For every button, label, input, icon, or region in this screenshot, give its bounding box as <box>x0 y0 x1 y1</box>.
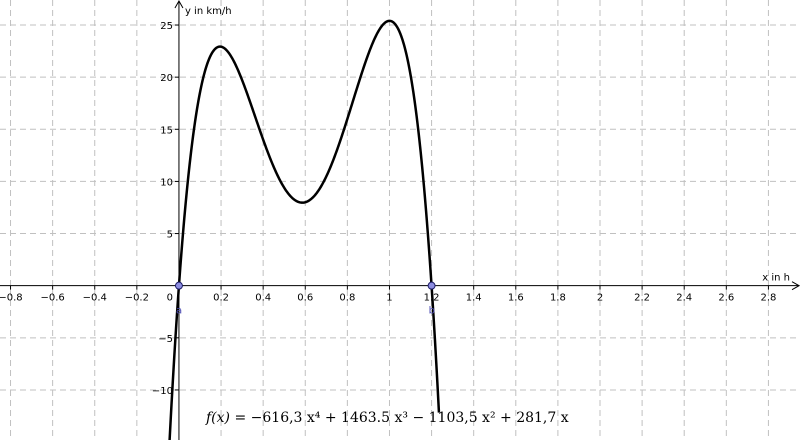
x-tick-label: 0.6 <box>297 293 313 304</box>
x-axis-title: x in h <box>762 273 790 284</box>
x-axis-arrow <box>791 281 800 291</box>
x-tick-label: 1.2 <box>424 293 440 304</box>
point-label-a: a <box>176 306 182 317</box>
x-tick-label: 1 <box>386 293 392 304</box>
y-tick-label: −5 <box>158 334 173 345</box>
x-tick-label: −0.6 <box>40 293 64 304</box>
y-tick-label: 10 <box>160 177 173 188</box>
y-tick-label: 15 <box>160 125 173 136</box>
y-tick-label: −10 <box>152 386 173 397</box>
x-tick-label: −0.2 <box>125 293 149 304</box>
y-axis-arrow <box>174 0 184 9</box>
function-formula: f(x) = −616,3 x⁴ + 1463.5 x³ − 1103,5 x²… <box>206 410 569 426</box>
point-a <box>174 281 183 290</box>
function-curve <box>168 19 441 440</box>
labels-layer: −0.8 −0.6 −0.4 −0.2 0.2 0.4 0.6 0.8 1 1.2 1.4 1.6 1.… <box>0 6 790 397</box>
y-axis-title: y in km/h <box>185 6 232 17</box>
x-tick-label: 1.6 <box>508 293 524 304</box>
x-tick-label: 2 <box>597 293 603 304</box>
x-tick-label: 1.4 <box>466 293 482 304</box>
x-tick-label: 2.4 <box>676 293 692 304</box>
points-layer <box>174 281 436 290</box>
curve-layer <box>168 19 441 440</box>
y-tick-label: 25 <box>160 21 173 32</box>
origin-label: 0 <box>167 293 173 304</box>
point-b <box>427 281 436 290</box>
x-tick-label: 2.2 <box>634 293 650 304</box>
x-tick-label: −0.8 <box>0 293 23 304</box>
x-tick-label: 0.2 <box>213 293 229 304</box>
y-tick-label: 20 <box>160 73 173 84</box>
x-tick-label: 0.8 <box>339 293 355 304</box>
x-tick-label: 2.8 <box>760 293 776 304</box>
y-tick-label: 5 <box>167 230 173 241</box>
point-label-b: b <box>429 306 435 317</box>
x-tick-label: −0.4 <box>83 293 107 304</box>
x-tick-label: 1.8 <box>550 293 566 304</box>
x-tick-label: 2.6 <box>718 293 734 304</box>
formula-expression: = −616,3 x⁴ + 1463.5 x³ − 1103,5 x² + 28… <box>234 410 569 426</box>
x-tick-label: 0.4 <box>255 293 271 304</box>
formula-name: f(x) <box>206 410 231 426</box>
